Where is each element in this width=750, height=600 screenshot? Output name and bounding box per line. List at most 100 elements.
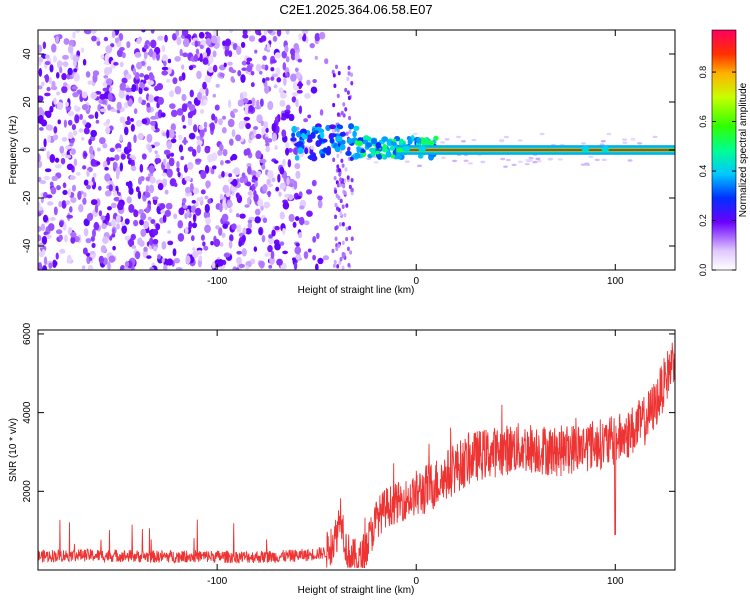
spectrogram-noise-cell [172,248,177,257]
spectrogram-noise-cell [62,54,69,60]
spectrogram-noise-cell [242,97,249,104]
spectrogram-noise-cell [333,259,337,265]
carrier-flare [402,145,411,152]
spectrogram-signal-cell [294,142,301,147]
spectrogram-noise-cell [166,258,174,266]
spectrogram-noise-cell [139,72,145,78]
spectrogram-noise-cell [317,195,323,201]
spectrogram-noise-cell [66,214,73,219]
spectrogram-noise-cell [152,238,159,245]
spectrogram-noise-cell [324,58,329,65]
spectrogram-noise-cell [44,168,52,173]
spectrogram-noise-cell [342,102,346,107]
spectrogram-noise-cell [181,93,187,102]
spectrogram-noise-cell [194,40,198,48]
spectrogram-noise-cell [43,138,47,148]
spectrogram-noise-cell [152,228,159,236]
spectrogram-noise-cell [88,180,94,187]
spectrogram-noise-cell [205,217,211,225]
spectrogram-noise-cell [133,108,138,115]
spectrogram-noise-cell [204,146,211,154]
spectrogram-noise-cell [80,47,85,53]
spectrogram-noise-cell [88,256,93,261]
spectrogram-noise-cell [219,193,223,200]
spectrogram-signal-cell [321,138,328,143]
spectrogram-noise-cell [184,176,192,182]
spectrogram-noise-cell [222,223,229,229]
spectrogram-noise-cell [467,162,473,165]
spectrogram-noise-cell [267,170,274,179]
spectrogram-noise-cell [111,30,116,39]
spectrogram-noise-cell [335,64,339,70]
spectrogram-noise-cell [106,118,111,125]
spectrogram-noise-cell [166,129,170,139]
spectrogram-noise-cell [258,228,263,235]
spectrogram-noise-cell [44,92,51,97]
spectrogram-noise-cell [195,48,200,55]
spectrogram-signal-cell [365,142,373,148]
spectrogram-noise-cell [150,120,156,126]
spectrogram-noise-cell [66,254,72,264]
spectrogram-noise-cell [322,255,330,261]
spectrogram-noise-cell [182,205,188,209]
spectrogram-noise-cell [123,126,129,136]
spectrogram-noise-cell [143,44,149,50]
spectrogram-noise-cell [240,41,246,49]
spectrogram-noise-cell [524,162,530,166]
spectrogram-noise-cell [81,265,86,270]
spectrogram-noise-cell [51,175,58,182]
spectrogram-noise-cell [56,101,64,110]
spectrogram-noise-cell [292,81,299,91]
spectrogram-noise-cell [340,158,344,164]
spectrogram-noise-cell [117,191,121,196]
spectrogram-noise-cell [46,194,53,199]
spectrogram-noise-cell [45,124,53,131]
spectrogram-noise-cell [259,70,263,75]
spectrogram-noise-cell [121,221,125,227]
spectrogram-noise-cell [73,72,80,82]
spectrogram-noise-cell [207,198,212,204]
spectrogram-noise-cell [275,186,280,192]
spectrogram-noise-cell [149,266,155,270]
spectrogram-noise-cell [207,66,215,73]
spectrogram-noise-cell [288,194,294,201]
spectrogram-noise-cell [528,156,534,160]
spectrogram-noise-cell [532,160,538,164]
spectrogram-noise-cell [202,51,208,57]
spectrogram-noise-cell [137,176,143,185]
spectrogram-signal-cell [385,151,392,158]
spectrogram-noise-cell [198,255,203,261]
spectrogram-noise-cell [539,132,545,136]
spectrogram-noise-cell [235,134,242,142]
spectrogram-noise-cell [336,153,340,159]
y-tick-label: -20 [22,190,33,205]
spectrogram-noise-cell [167,230,172,234]
spectrogram-noise-cell [213,238,221,247]
spectrogram-noise-cell [331,69,335,75]
spectrogram-noise-cell [284,111,290,119]
spectrogram-noise-cell [228,66,234,73]
spectrogram-noise-cell [67,131,74,140]
spectrogram-noise-cell [350,72,354,77]
spectrogram-noise-cell [228,208,233,214]
spectrogram-noise-cell [155,154,160,159]
spectrogram-noise-cell [59,66,63,74]
spectrogram-noise-cell [233,167,240,176]
spectrogram-noise-cell [42,265,48,270]
spectrogram-noise-cell [131,245,137,249]
spectrogram-noise-cell [294,216,300,221]
spectrogram-noise-cell [271,132,278,142]
spectrogram-noise-cell [257,31,262,36]
spectrogram-noise-cell [241,60,247,66]
y-tick-label: -40 [22,238,33,253]
spectrogram-noise-cell [188,132,196,140]
spectrogram-noise-cell [232,178,238,187]
y-tick-label: 6000 [22,322,33,345]
spectrogram-noise-cell [124,218,130,225]
spectrogram-noise-cell [67,119,73,126]
spectrogram-noise-cell [224,160,231,164]
spectrogram-noise-cell [71,85,78,90]
spectrogram-noise-cell [517,160,523,163]
spectrogram-noise-cell [285,72,289,77]
x-tick-label: -100 [207,276,227,287]
